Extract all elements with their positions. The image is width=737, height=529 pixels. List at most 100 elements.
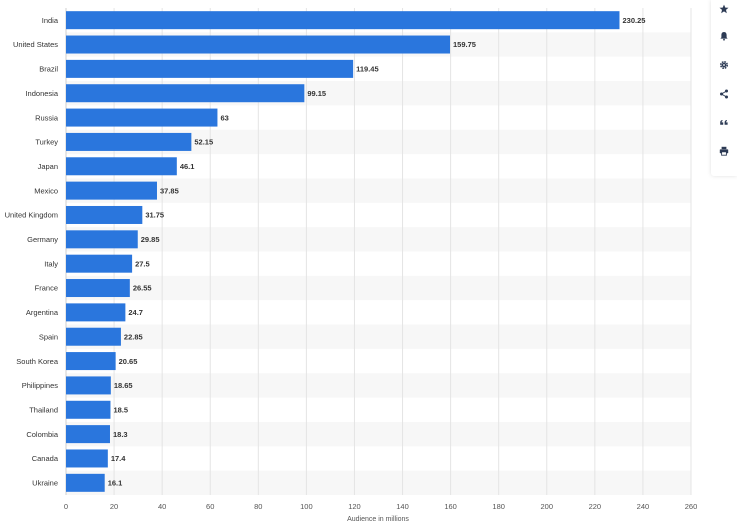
- x-tick-label: 220: [589, 502, 602, 511]
- notification-button[interactable]: [711, 24, 737, 48]
- bar[interactable]: [66, 352, 116, 371]
- bar[interactable]: [66, 181, 157, 200]
- bar[interactable]: [66, 59, 354, 78]
- bar[interactable]: [66, 11, 620, 30]
- star-icon: [719, 4, 729, 14]
- value-label: 119.45: [356, 65, 379, 74]
- x-axis-title: Audience in millions: [347, 516, 409, 523]
- favorite-button[interactable]: [711, 0, 737, 21]
- bar[interactable]: [66, 303, 126, 322]
- x-tick-label: 0: [64, 502, 68, 511]
- x-tick-label: 260: [685, 502, 698, 511]
- bar[interactable]: [66, 84, 305, 103]
- value-label: 99.15: [307, 89, 326, 98]
- category-label: India: [42, 16, 59, 25]
- x-tick-label: 200: [541, 502, 554, 511]
- category-label: Brazil: [39, 65, 58, 74]
- category-label: Ukraine: [32, 479, 58, 488]
- value-label: 26.55: [133, 284, 152, 293]
- bar[interactable]: [66, 132, 192, 151]
- category-label: Italy: [44, 259, 58, 268]
- category-labels: India United States Brazil Indonesia Russia T…: [5, 16, 59, 488]
- category-label: Mexico: [34, 186, 58, 195]
- bar[interactable]: [66, 376, 111, 395]
- row-bands: [66, 32, 691, 495]
- x-tick-label: 60: [206, 502, 214, 511]
- x-tick-label: 100: [300, 502, 313, 511]
- row-band: [66, 275, 691, 301]
- bar[interactable]: [66, 108, 218, 127]
- x-tick-label: 120: [348, 502, 361, 511]
- row-band: [66, 324, 691, 349]
- category-label: South Korea: [16, 357, 59, 366]
- row-band: [66, 373, 691, 398]
- value-label: 20.65: [119, 357, 138, 366]
- category-label: United States: [13, 40, 58, 49]
- quote-icon: [720, 120, 728, 125]
- bar[interactable]: [66, 425, 110, 444]
- value-label: 16.1: [108, 479, 123, 488]
- category-label: Japan: [38, 162, 58, 171]
- x-tick-label: 20: [110, 502, 118, 511]
- x-tick-label: 140: [396, 502, 409, 511]
- category-label: United Kingdom: [5, 211, 58, 220]
- value-label: 18.5: [113, 405, 128, 414]
- cite-button[interactable]: [711, 111, 737, 135]
- value-label: 18.3: [113, 430, 128, 439]
- print-icon: [719, 146, 729, 156]
- bar[interactable]: [66, 35, 451, 54]
- x-tick-label: 160: [444, 502, 457, 511]
- value-label: 17.4: [111, 454, 126, 463]
- print-button[interactable]: [711, 139, 737, 163]
- category-label: Spain: [39, 332, 58, 341]
- value-label: 46.1: [180, 162, 195, 171]
- value-label: 31.75: [145, 211, 164, 220]
- category-label: Philippines: [22, 381, 59, 390]
- bar[interactable]: [66, 279, 130, 298]
- value-label: 37.85: [160, 186, 179, 195]
- settings-button[interactable]: [711, 53, 737, 77]
- value-label: 24.7: [128, 308, 143, 317]
- gear-icon: [719, 60, 729, 70]
- bar[interactable]: [66, 473, 105, 492]
- value-label: 27.5: [135, 259, 150, 268]
- row-band: [66, 470, 691, 495]
- value-label: 22.85: [124, 332, 143, 341]
- bar[interactable]: [66, 254, 133, 273]
- bar[interactable]: [66, 327, 121, 346]
- value-label: 52.15: [194, 138, 213, 147]
- bar[interactable]: [66, 205, 143, 224]
- value-label: 18.65: [114, 381, 133, 390]
- share-button[interactable]: [711, 82, 737, 106]
- category-label: Argentina: [26, 308, 59, 317]
- category-label: Turkey: [35, 138, 58, 147]
- bar[interactable]: [66, 230, 138, 249]
- value-label: 230.25: [622, 16, 645, 25]
- bar[interactable]: [66, 157, 177, 176]
- x-tick-label: 240: [637, 502, 650, 511]
- share-icon: [720, 89, 728, 99]
- category-label: Indonesia: [25, 89, 58, 98]
- value-label: 159.75: [453, 40, 476, 49]
- x-tick-label: 40: [158, 502, 166, 511]
- category-label: Russia: [35, 113, 59, 122]
- bar[interactable]: [66, 400, 111, 419]
- category-label: Canada: [32, 454, 59, 463]
- value-label: 29.85: [141, 235, 160, 244]
- row-band: [66, 421, 691, 447]
- category-label: Germany: [27, 235, 58, 244]
- value-label: 63: [220, 113, 228, 122]
- bars: [66, 11, 620, 492]
- row-band: [66, 178, 691, 203]
- bar[interactable]: [66, 449, 108, 468]
- x-tick-label: 80: [254, 502, 262, 511]
- row-band: [66, 227, 691, 252]
- bell-icon: [720, 32, 728, 41]
- value-labels: 230.25 159.75 119.45 99.15 63 52.15 46.1 37.85 3…: [108, 16, 646, 488]
- x-tick-label: 180: [492, 502, 505, 511]
- category-label: Thailand: [29, 405, 58, 414]
- chart-toolbar: [711, 0, 737, 176]
- category-label: Colombia: [26, 430, 59, 439]
- category-label: France: [35, 284, 58, 293]
